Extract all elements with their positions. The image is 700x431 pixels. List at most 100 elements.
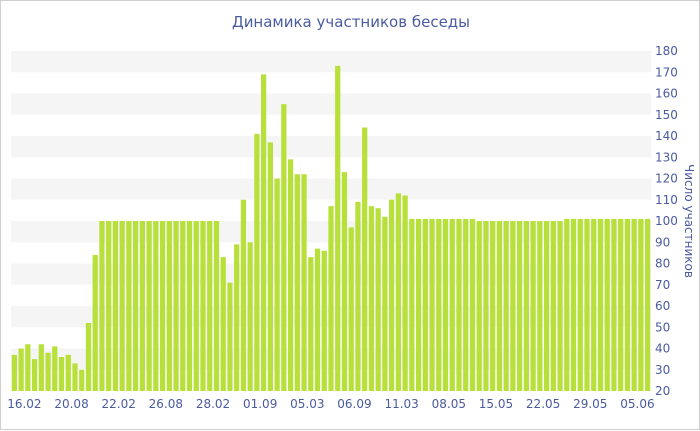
bar (301, 174, 307, 391)
bar (456, 218, 462, 392)
bar (146, 221, 152, 391)
bar (193, 221, 199, 391)
bar (153, 221, 159, 391)
bar (159, 221, 166, 391)
y-tick-label: 130 (655, 150, 678, 164)
bar (213, 221, 220, 391)
bar (65, 354, 71, 392)
y-tick-label: 180 (655, 44, 678, 58)
x-tick-label: 15.05 (479, 397, 513, 411)
bar (106, 221, 112, 391)
bar (139, 221, 145, 391)
bar (72, 363, 78, 392)
y-tick-label: 100 (655, 214, 678, 228)
grid-band (11, 51, 651, 73)
bar (112, 221, 119, 391)
bar (234, 244, 240, 392)
bar (618, 218, 624, 392)
x-tick-label: 22.02 (102, 397, 136, 411)
bar (341, 172, 348, 391)
bar (429, 218, 435, 392)
bar (463, 218, 469, 392)
x-tick-label: 28.02 (196, 397, 230, 411)
bar (254, 133, 260, 392)
grid-band (11, 178, 651, 200)
bar (18, 348, 24, 391)
x-tick-label: 01.09 (243, 397, 277, 411)
y-axis-label: Число участников (682, 164, 696, 278)
bar (523, 221, 529, 391)
bar (496, 221, 503, 391)
bar (294, 174, 300, 391)
x-axis-ticks: 16.02 20.08 22.02 26.08 28.02 01.09 05.03 06.09… (7, 397, 654, 411)
bar (166, 221, 172, 391)
bar (591, 218, 597, 392)
bar (180, 221, 186, 391)
bar (173, 221, 179, 391)
bar (631, 218, 637, 392)
bar (476, 221, 482, 391)
bar (402, 195, 408, 391)
bar (119, 221, 125, 391)
bar (368, 206, 375, 391)
bar (11, 354, 17, 392)
bar (261, 74, 267, 392)
bar (25, 344, 31, 391)
y-tick-label: 70 (655, 278, 670, 292)
bar (227, 282, 233, 392)
bar (483, 221, 489, 391)
bar (133, 221, 139, 391)
chart-title: Динамика участников беседы (231, 13, 471, 31)
bar (38, 344, 44, 391)
bar (510, 221, 516, 391)
x-tick-label: 08.05 (432, 397, 466, 411)
bar (638, 218, 644, 392)
bar (247, 242, 253, 391)
grid-band (11, 136, 651, 158)
y-tick-label: 160 (655, 87, 678, 101)
x-tick-label: 26.08 (149, 397, 183, 411)
bar (415, 218, 422, 392)
y-tick-label: 60 (655, 299, 670, 313)
bar (449, 218, 455, 392)
bar (422, 218, 428, 392)
bar (577, 218, 583, 392)
bar (611, 218, 617, 392)
x-tick-label: 20.08 (54, 397, 88, 411)
bar (281, 104, 287, 392)
bar (517, 221, 523, 391)
bar (335, 65, 341, 392)
y-tick-label: 150 (655, 108, 678, 122)
x-tick-label: 16.02 (7, 397, 41, 411)
bar (550, 221, 556, 391)
bar (389, 199, 395, 391)
bar (490, 221, 496, 391)
bar (362, 127, 368, 391)
bar (52, 346, 58, 392)
grid-band (11, 93, 651, 115)
bar (557, 221, 563, 391)
bar (308, 257, 314, 392)
bar (328, 206, 334, 391)
bar (537, 221, 543, 391)
y-tick-label: 50 (655, 320, 670, 334)
bar (240, 199, 247, 391)
bar (99, 221, 105, 391)
bar (58, 357, 65, 391)
bar (584, 218, 590, 392)
y-tick-label: 30 (655, 363, 670, 377)
bar (442, 218, 449, 392)
x-tick-label: 11.03 (384, 397, 418, 411)
bar (45, 352, 51, 391)
bar (570, 218, 577, 392)
bar (92, 255, 98, 391)
bar (355, 201, 361, 392)
bar (126, 221, 132, 391)
bar (436, 218, 442, 392)
bar (564, 218, 570, 392)
bar (469, 218, 476, 392)
bar (287, 159, 294, 392)
x-tick-label: 06.09 (337, 397, 371, 411)
bar (530, 221, 536, 391)
